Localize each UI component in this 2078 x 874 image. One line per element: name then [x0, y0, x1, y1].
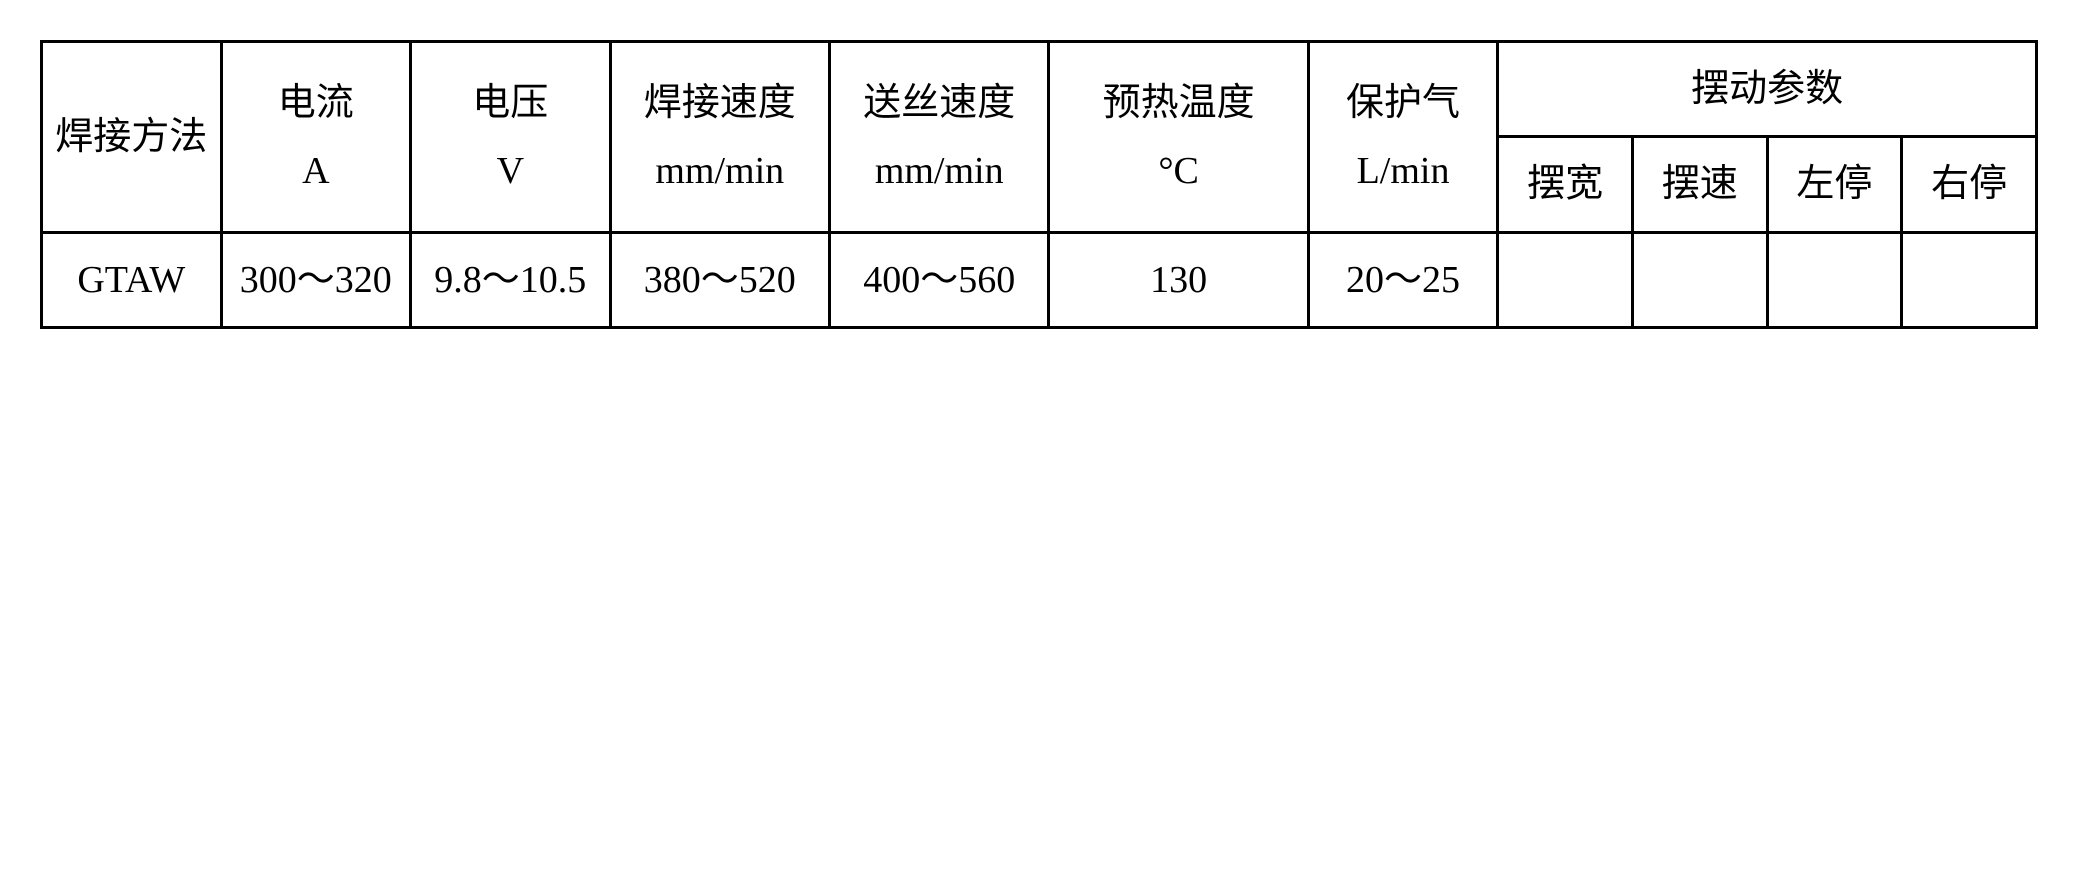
cell-right-dwell: [1902, 232, 2037, 327]
table-row: GTAW 300～320 9.8～10.5 380～520 400～560 13…: [42, 232, 2037, 327]
cell-current: 300～320: [221, 232, 411, 327]
cell-swing-speed: [1632, 232, 1767, 327]
col-left-dwell: 左停: [1767, 137, 1902, 232]
cell-method: GTAW: [42, 232, 222, 327]
cell-weld-speed: 380～520: [610, 232, 829, 327]
col-preheat-temp: 预热温度°C: [1049, 42, 1308, 233]
cell-voltage: 9.8～10.5: [411, 232, 611, 327]
col-swing-width: 摆宽: [1498, 137, 1633, 232]
cell-shield-gas: 20～25: [1308, 232, 1498, 327]
cell-wire-speed: 400～560: [830, 232, 1049, 327]
cell-preheat: 130: [1049, 232, 1308, 327]
header-row-1: 焊接方法 电流A 电压V 焊接速度mm/min 送丝速度mm/min 预热温度°…: [42, 42, 2037, 137]
col-wire-speed: 送丝速度mm/min: [830, 42, 1049, 233]
col-shield-gas: 保护气L/min: [1308, 42, 1498, 233]
col-welding-method: 焊接方法: [42, 42, 222, 233]
cell-left-dwell: [1767, 232, 1902, 327]
cell-swing-width: [1498, 232, 1633, 327]
col-weld-speed: 焊接速度mm/min: [610, 42, 829, 233]
col-swing-speed: 摆速: [1632, 137, 1767, 232]
col-current: 电流A: [221, 42, 411, 233]
col-right-dwell: 右停: [1902, 137, 2037, 232]
welding-params-table: 焊接方法 电流A 电压V 焊接速度mm/min 送丝速度mm/min 预热温度°…: [40, 40, 2038, 329]
col-swing-params: 摆动参数: [1498, 42, 2037, 137]
col-voltage: 电压V: [411, 42, 611, 233]
